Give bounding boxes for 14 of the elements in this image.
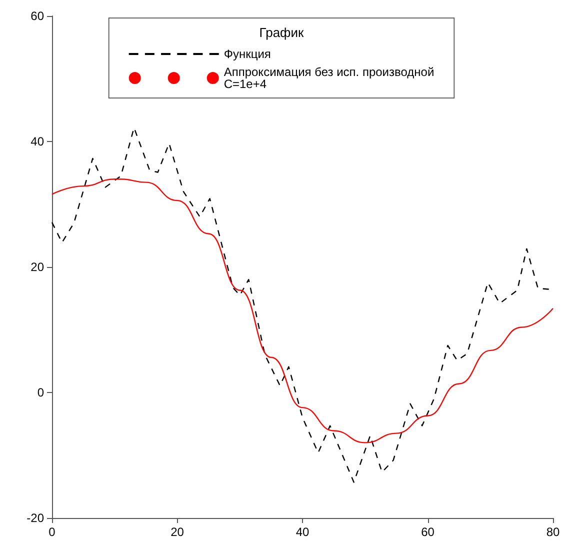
x-tick-label: 20 bbox=[170, 525, 184, 539]
x-tick-label: 80 bbox=[546, 525, 560, 539]
y-tick-label: 0 bbox=[37, 386, 44, 400]
legend-title: График bbox=[259, 25, 304, 40]
y-tick-label: -20 bbox=[26, 511, 44, 525]
legend-label: Функция bbox=[224, 47, 271, 61]
y-tick-label: 40 bbox=[30, 134, 44, 148]
y-tick-label: 60 bbox=[30, 9, 44, 23]
x-tick-label: 0 bbox=[48, 525, 56, 539]
x-tick-label: 40 bbox=[296, 525, 310, 539]
y-tick-label: 20 bbox=[30, 260, 44, 274]
line-series bbox=[51, 178, 554, 444]
legend-label: Аппроксимация без исп. производной C=1e+4 bbox=[224, 65, 434, 91]
x-tick-label: 60 bbox=[421, 525, 435, 539]
